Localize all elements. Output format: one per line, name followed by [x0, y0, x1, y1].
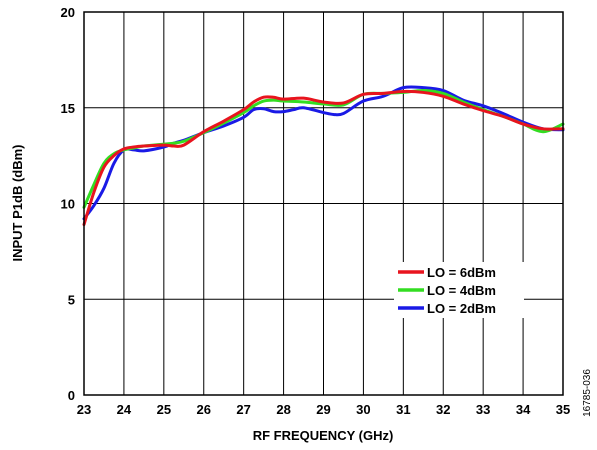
x-tick-label: 24 — [117, 402, 132, 417]
x-tick-label: 25 — [157, 402, 171, 417]
legend-label-0: LO = 6dBm — [427, 265, 496, 280]
x-tick-label: 28 — [276, 402, 290, 417]
legend: LO = 6dBm LO = 4dBm LO = 2dBm — [394, 262, 524, 318]
x-tick-label: 26 — [197, 402, 211, 417]
y-tick-label: 10 — [61, 197, 75, 212]
x-tick-label: 29 — [316, 402, 330, 417]
x-tick-label: 23 — [77, 402, 91, 417]
x-tick-labels: 23 24 25 26 27 28 29 30 31 32 33 34 35 — [77, 402, 570, 417]
x-tick-label: 34 — [516, 402, 531, 417]
series-lines — [82, 85, 565, 227]
x-tick-label: 32 — [436, 402, 450, 417]
series-line-2 — [82, 85, 565, 221]
y-tick-labels: 0 5 10 15 20 — [61, 5, 75, 403]
plot-frame — [83, 11, 564, 396]
y-tick-label: 20 — [61, 5, 75, 20]
series-line-0 — [82, 89, 565, 227]
y-tick-label: 5 — [68, 292, 75, 307]
figure-id: 16785-036 — [582, 369, 593, 417]
x-tick-label: 31 — [396, 402, 410, 417]
x-tick-label: 35 — [556, 402, 570, 417]
legend-label-2: LO = 2dBm — [427, 301, 496, 316]
y-axis-title: INPUT P1dB (dBm) — [10, 145, 25, 262]
y-tick-label: 15 — [61, 101, 75, 116]
x-axis-title: RF FREQUENCY (GHz) — [253, 428, 394, 443]
x-tick-label: 33 — [476, 402, 490, 417]
x-tick-label: 27 — [236, 402, 250, 417]
x-tick-label: 30 — [356, 402, 370, 417]
legend-label-1: LO = 4dBm — [427, 283, 496, 298]
y-tick-label: 0 — [68, 388, 75, 403]
